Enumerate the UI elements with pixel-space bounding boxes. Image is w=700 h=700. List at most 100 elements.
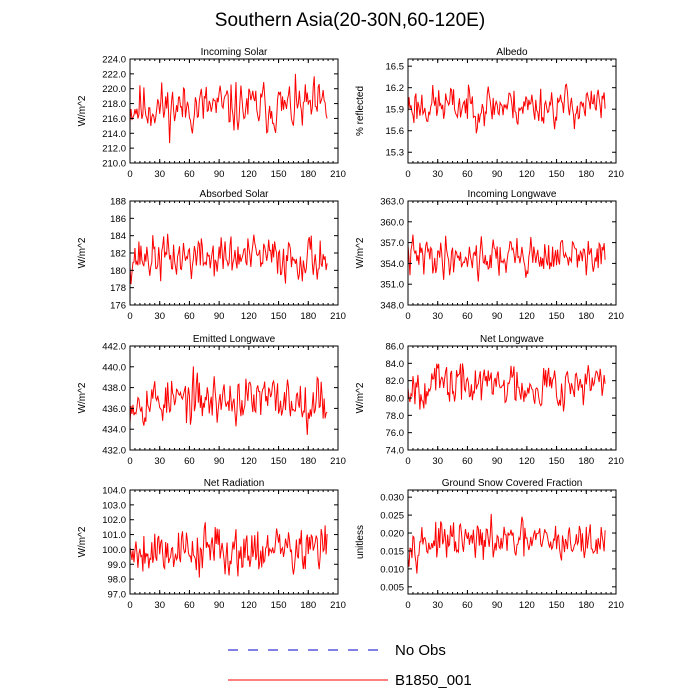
x-tick-label: 30 <box>432 311 443 322</box>
y-axis-label: % reflected <box>355 86 366 136</box>
figure-title: Southern Asia(20-30N,60-120E) <box>214 10 486 31</box>
y-tick-label: 176 <box>110 301 126 312</box>
x-tick-label: 120 <box>241 600 257 611</box>
y-tick-label: 224.0 <box>102 55 126 66</box>
series-line <box>129 73 328 144</box>
y-tick-label: 101.0 <box>102 530 126 541</box>
x-tick-label: 120 <box>241 169 257 180</box>
panel-title: Net Radiation <box>204 478 265 489</box>
x-tick-label: 150 <box>549 600 565 611</box>
x-tick-label: 90 <box>214 456 225 467</box>
x-tick-label: 0 <box>405 311 410 322</box>
y-tick-label: 180 <box>110 266 126 277</box>
y-tick-label: 0.020 <box>380 529 404 540</box>
panel-title: Absorbed Solar <box>200 189 270 200</box>
y-tick-label: 98.0 <box>108 575 127 586</box>
y-tick-label: 15.9 <box>386 105 405 116</box>
y-tick-label: 348.0 <box>380 301 404 312</box>
y-tick-label: 357.0 <box>380 238 404 249</box>
x-tick-label: 120 <box>241 456 257 467</box>
panel-net-radiation: 0 30 60 90 120 150 180 210 97.0 98.0 99.0 100.0 101.… <box>77 478 346 611</box>
x-tick-label: 60 <box>184 600 195 611</box>
panel-net-longwave: 0 30 60 90 120 150 180 210 74.0 76.0 78.0 80.0 82.0 8… <box>355 334 624 467</box>
x-tick-label: 180 <box>578 169 594 180</box>
x-tick-label: 180 <box>578 311 594 322</box>
y-tick-label: 86.0 <box>386 342 405 353</box>
x-tick-label: 210 <box>608 311 624 322</box>
x-tick-label: 0 <box>405 169 410 180</box>
y-tick-label: 100.0 <box>102 545 126 556</box>
x-tick-label: 90 <box>492 456 503 467</box>
y-tick-label: 104.0 <box>102 486 126 497</box>
y-tick-label: 74.0 <box>386 446 405 457</box>
x-tick-label: 120 <box>519 600 535 611</box>
plot-frame <box>129 58 339 164</box>
y-tick-label: 354.0 <box>380 259 404 270</box>
x-tick-label: 0 <box>127 456 132 467</box>
x-tick-label: 30 <box>154 311 165 322</box>
x-tick-label: 30 <box>432 600 443 611</box>
x-tick-label: 150 <box>549 169 565 180</box>
x-tick-label: 210 <box>608 600 624 611</box>
y-tick-label: 360.0 <box>380 217 404 228</box>
legend-label-b1850: B1850_001 <box>395 672 472 689</box>
panel-title: Net Longwave <box>480 334 544 345</box>
y-tick-label: 0.010 <box>380 564 404 575</box>
x-tick-label: 210 <box>330 169 346 180</box>
y-tick-label: 99.0 <box>108 560 127 571</box>
x-tick-label: 90 <box>492 311 503 322</box>
y-tick-label: 82.0 <box>386 376 405 387</box>
y-tick-label: 15.3 <box>386 148 405 159</box>
panel-albedo: 0 30 60 90 120 150 180 210 15.3 15.6 15.9 16.2 16.5 A… <box>355 47 624 180</box>
x-tick-label: 30 <box>432 456 443 467</box>
y-axis-label: W/m^2 <box>77 237 88 268</box>
series-line <box>407 234 606 282</box>
x-tick-label: 0 <box>127 169 132 180</box>
panel-incoming-solar: 0 30 60 90 120 150 180 210 210.0 212.0 214.0 216.0 2… <box>77 47 346 180</box>
x-tick-label: 150 <box>271 169 287 180</box>
x-tick-label: 30 <box>432 169 443 180</box>
y-tick-label: 16.2 <box>386 83 405 94</box>
series-line <box>129 233 328 285</box>
series-line <box>129 522 328 578</box>
y-tick-label: 438.0 <box>102 383 126 394</box>
y-tick-label: 220.0 <box>102 84 126 95</box>
x-tick-label: 60 <box>184 456 195 467</box>
series-line <box>407 513 606 574</box>
y-axis-label: W/m^2 <box>77 382 88 413</box>
x-tick-label: 150 <box>271 311 287 322</box>
y-tick-label: 222.0 <box>102 69 126 80</box>
x-tick-label: 150 <box>271 600 287 611</box>
x-tick-label: 60 <box>462 600 473 611</box>
x-tick-label: 180 <box>300 456 316 467</box>
x-tick-label: 60 <box>462 456 473 467</box>
panel-title: Incoming Solar <box>201 47 268 58</box>
x-tick-label: 0 <box>405 456 410 467</box>
x-tick-label: 150 <box>549 456 565 467</box>
y-tick-label: 80.0 <box>386 394 405 405</box>
x-tick-label: 120 <box>519 311 535 322</box>
y-axis-label: W/m^2 <box>77 526 88 557</box>
y-tick-label: 0.030 <box>380 493 404 504</box>
x-tick-label: 180 <box>300 600 316 611</box>
y-tick-label: 432.0 <box>102 446 126 457</box>
y-tick-label: 216.0 <box>102 114 126 125</box>
y-tick-label: 16.5 <box>386 62 405 73</box>
x-tick-label: 150 <box>271 456 287 467</box>
panel-title: Ground Snow Covered Fraction <box>442 478 583 489</box>
y-tick-label: 436.0 <box>102 404 126 415</box>
x-tick-label: 0 <box>405 600 410 611</box>
y-tick-label: 218.0 <box>102 99 126 110</box>
y-tick-label: 76.0 <box>386 428 405 439</box>
y-axis-label: W/m^2 <box>355 237 366 268</box>
panel-title: Emitted Longwave <box>193 334 276 345</box>
x-tick-label: 30 <box>154 600 165 611</box>
y-axis-label: W/m^2 <box>355 382 366 413</box>
panel-absorbed-solar: 0 30 60 90 120 150 180 210 176 178 180 182 184 186 188… <box>77 189 346 322</box>
x-tick-label: 210 <box>608 169 624 180</box>
x-tick-label: 180 <box>300 311 316 322</box>
x-tick-label: 180 <box>578 456 594 467</box>
series-line <box>407 363 606 412</box>
plot-frame <box>407 345 617 451</box>
